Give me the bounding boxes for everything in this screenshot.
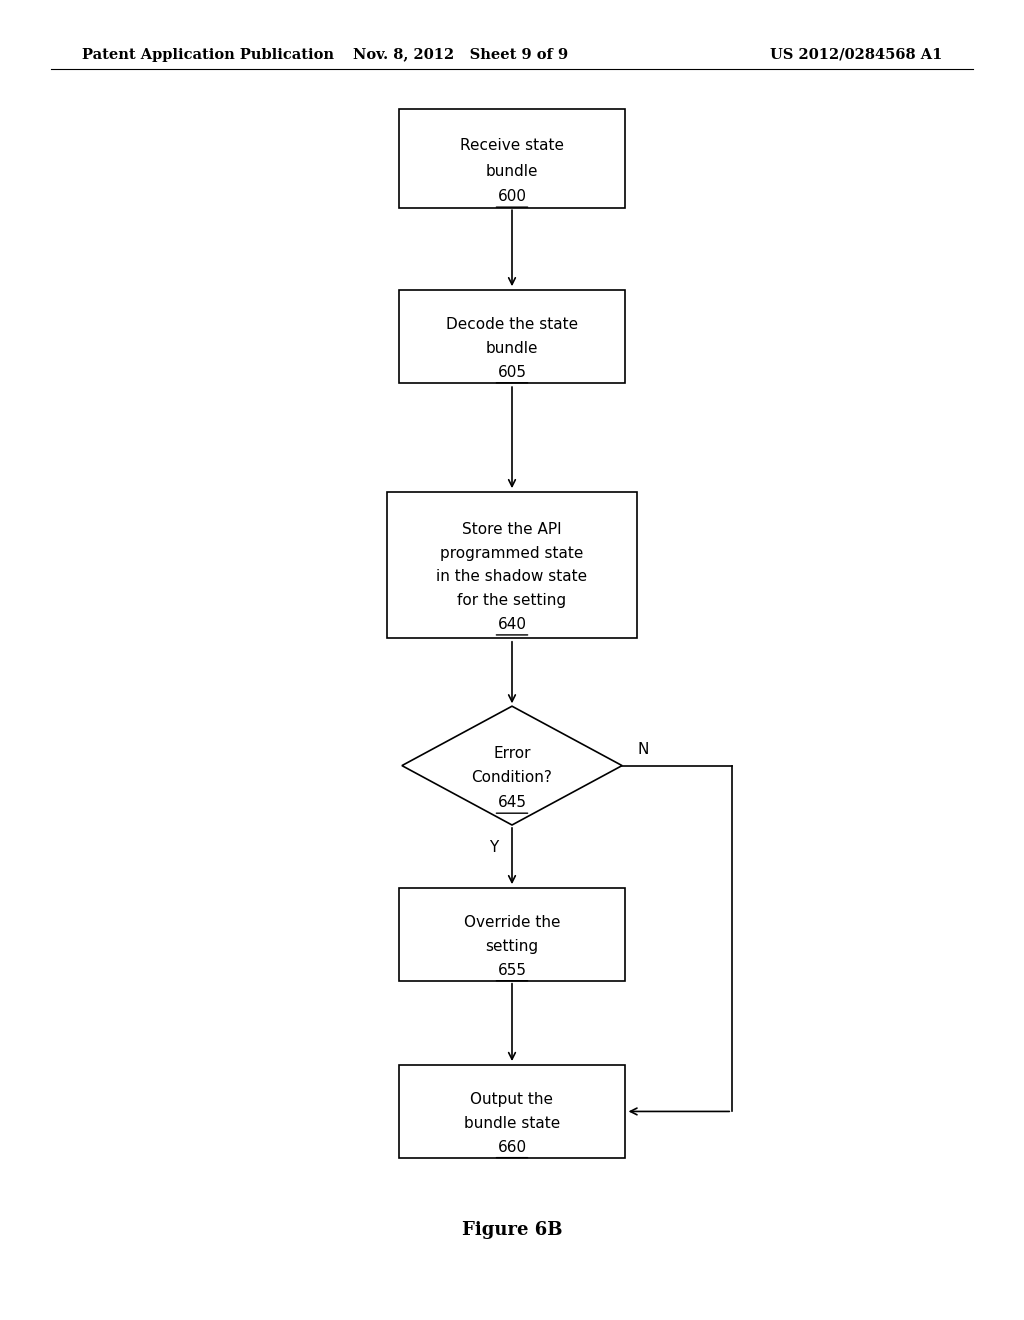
- Bar: [387, 492, 637, 638]
- Text: 640: 640: [498, 616, 526, 632]
- Text: programmed state: programmed state: [440, 545, 584, 561]
- Text: 655: 655: [498, 962, 526, 978]
- Text: in the shadow state: in the shadow state: [436, 569, 588, 585]
- Text: bundle: bundle: [485, 164, 539, 178]
- Text: Override the: Override the: [464, 915, 560, 931]
- Bar: [399, 290, 625, 383]
- Text: Y: Y: [489, 840, 499, 855]
- Text: Decode the state: Decode the state: [445, 317, 579, 333]
- Text: for the setting: for the setting: [458, 593, 566, 609]
- Text: Receive state: Receive state: [460, 139, 564, 153]
- Text: Condition?: Condition?: [472, 771, 552, 785]
- Polygon shape: [401, 706, 623, 825]
- Bar: [399, 108, 625, 207]
- Text: 605: 605: [498, 364, 526, 380]
- Text: US 2012/0284568 A1: US 2012/0284568 A1: [770, 48, 942, 62]
- Text: Store the API: Store the API: [462, 521, 562, 537]
- Text: 660: 660: [498, 1139, 526, 1155]
- Text: bundle: bundle: [485, 341, 539, 356]
- Text: Error: Error: [494, 746, 530, 760]
- Text: 600: 600: [498, 189, 526, 205]
- Text: bundle state: bundle state: [464, 1115, 560, 1131]
- Text: Patent Application Publication: Patent Application Publication: [82, 48, 334, 62]
- Text: 645: 645: [498, 795, 526, 810]
- Text: setting: setting: [485, 939, 539, 954]
- Text: Figure 6B: Figure 6B: [462, 1221, 562, 1239]
- Bar: [399, 888, 625, 981]
- Text: N: N: [637, 742, 649, 758]
- Text: Nov. 8, 2012   Sheet 9 of 9: Nov. 8, 2012 Sheet 9 of 9: [353, 48, 568, 62]
- Bar: [399, 1065, 625, 1158]
- Text: Output the: Output the: [470, 1092, 554, 1107]
